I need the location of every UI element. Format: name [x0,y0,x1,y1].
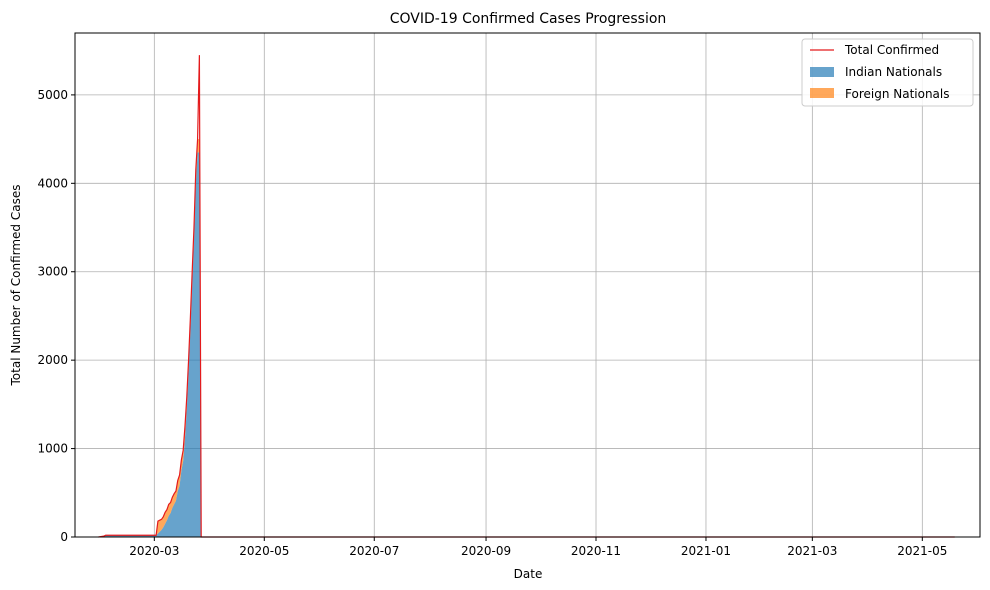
y-axis-label: Total Number of Confirmed Cases [9,185,23,387]
x-tick-label: 2021-01 [681,544,731,558]
chart-title: COVID-19 Confirmed Cases Progression [390,11,667,27]
legend-label-indian-nationals: Indian Nationals [845,65,942,79]
x-tick-label: 2020-03 [129,544,179,558]
x-axis: 2020-03 2020-05 2020-07 2020-09 2020-11 2021-… [129,537,947,558]
x-tick-label: 2020-09 [461,544,511,558]
line-total-confirmed [98,55,955,538]
plot-frame [74,32,981,538]
x-tick-label: 2021-05 [897,544,947,558]
x-tick-label: 2020-07 [349,544,399,558]
y-tick-label: 2000 [37,353,68,367]
x-axis-label: Date [514,567,543,581]
legend-swatch-foreign-nationals [810,88,834,98]
area-indian-nationals [98,152,955,538]
x-tick-label: 2020-05 [239,544,289,558]
legend-box [801,38,974,107]
y-tick-label: 0 [60,530,68,544]
y-tick-label: 3000 [37,265,68,279]
x-tick-label: 2020-11 [571,544,621,558]
plot-data [98,55,955,538]
legend-swatch-indian-nationals [810,67,834,77]
legend-label-total-confirmed: Total Confirmed [844,43,939,57]
legend-label-foreign-nationals: Foreign Nationals [845,87,950,101]
y-tick-label: 1000 [37,442,68,456]
x-tick-label: 2021-03 [787,544,837,558]
y-tick-label: 5000 [37,88,68,102]
y-tick-label: 4000 [37,176,68,190]
y-axis: 0 1000 2000 3000 4000 5000 [37,88,75,544]
legend: Total Confirmed Indian Nationals Foreign… [801,38,974,107]
